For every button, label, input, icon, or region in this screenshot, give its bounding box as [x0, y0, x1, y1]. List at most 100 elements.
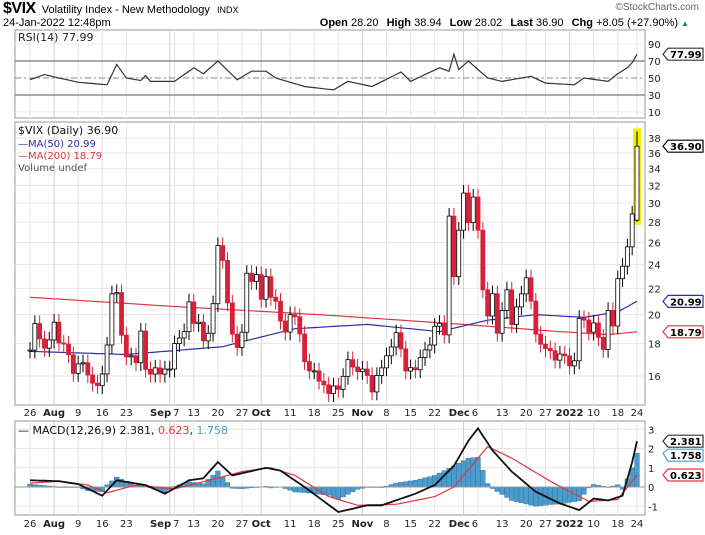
ma200-legend: —MA(200) 18.79	[18, 151, 102, 162]
candle-body	[205, 332, 211, 342]
macd-histogram-bar	[499, 486, 505, 495]
price-tick-label: 34	[648, 165, 661, 176]
macd-x-tick-label: Dec	[449, 519, 470, 530]
candle-body	[278, 300, 283, 322]
macd-x-tick-label: 2022	[556, 519, 584, 530]
price-x-tick-label: 26	[24, 408, 37, 419]
candle-body	[297, 316, 303, 335]
price-x-tick-label: 13	[496, 408, 509, 419]
price-x-tick-label: 25	[332, 408, 345, 419]
macd-histogram-bar	[451, 465, 457, 488]
price-legend: $VIX (Daily) 36.90	[18, 124, 118, 137]
price-x-tick-label: 2022	[556, 408, 584, 419]
candle-body	[586, 319, 592, 333]
price-x-tick-label: 13	[187, 408, 200, 419]
macd-histogram-bar	[485, 483, 491, 488]
exchange: INDX	[216, 5, 239, 15]
candle-body	[42, 338, 47, 349]
candle-body	[591, 322, 597, 333]
candle-body	[533, 300, 539, 335]
ma50-legend: —MA(50) 20.99	[18, 139, 96, 150]
candle-body	[90, 374, 96, 384]
price-tick-label: 22	[648, 284, 661, 295]
macd-legend-value: 2.381	[120, 424, 152, 437]
candle-body	[32, 323, 38, 351]
candle-body	[499, 310, 505, 334]
candle-body	[475, 196, 481, 231]
rsi-value-tag-box	[662, 47, 704, 61]
price-tick-label: 18	[648, 340, 661, 351]
rsi-panel-frame	[14, 29, 646, 119]
price-x-tick-label: 18	[611, 408, 624, 419]
rsi-value-tag-text: 77.99	[670, 50, 702, 61]
candle-body	[610, 310, 616, 327]
macd-histogram-bar	[422, 477, 428, 488]
price-tick-label: 38	[648, 134, 661, 145]
candle-body	[624, 246, 630, 267]
candle-body	[504, 289, 510, 311]
price-x-tick-label: 27	[236, 408, 249, 419]
candle-body	[80, 362, 86, 365]
price-x-tick-label: 11	[284, 408, 297, 419]
rsi-tick-label: 30	[648, 91, 661, 102]
macd-histogram-bar	[523, 486, 529, 505]
brand-watermark: ©StockCharts.com	[615, 2, 699, 13]
macd-x-tick-label: 18	[308, 519, 321, 530]
candle-body	[600, 337, 606, 350]
candle-body	[490, 293, 495, 317]
macd-x-tick-label: 27	[539, 519, 552, 530]
macd-histogram-bar	[210, 474, 216, 488]
macd-legend-signal: 0.623	[158, 424, 190, 437]
price-x-tick-label: 20	[212, 408, 225, 419]
candle-body	[326, 384, 332, 394]
candle-body	[523, 277, 529, 295]
candle-body	[239, 331, 245, 348]
macd-histogram-bar	[634, 452, 640, 488]
candle-body	[543, 343, 548, 349]
macd-legend-hist: 1.758	[197, 424, 229, 437]
price-tick-label: 36	[648, 149, 661, 160]
rsi-tick-label: 70	[648, 57, 661, 68]
price-x-tick-label: 9	[75, 408, 81, 419]
symbol: $VIX	[3, 0, 36, 17]
price-x-tick-label: 16	[96, 408, 109, 419]
candle-body	[321, 380, 327, 386]
macd-x-tick-label: 20	[212, 519, 225, 530]
candle-body	[172, 343, 177, 370]
candle-body	[95, 382, 100, 387]
price-tick-label: 20	[648, 311, 661, 322]
macd-histogram-bar	[224, 482, 231, 488]
candle-body	[292, 314, 298, 318]
price-x-tick-label: Aug	[43, 408, 65, 419]
macd-histogram-bar	[398, 482, 404, 488]
macd-histogram-bar	[547, 486, 553, 505]
candle-body	[470, 196, 476, 223]
ma50-value-tag: 20.99	[662, 294, 704, 308]
candle-body	[398, 332, 404, 350]
price-x-tick-label: Dec	[449, 408, 470, 419]
price-x-tick-label: 8	[383, 408, 389, 419]
signal-value-tag-text: 0.623	[670, 471, 702, 482]
last-price-tag: 36.90	[662, 139, 704, 153]
macd-histogram-bar	[581, 486, 587, 495]
candle-body	[331, 385, 336, 394]
candle-body	[456, 229, 462, 278]
candle-body	[311, 370, 317, 373]
candle-body	[393, 332, 399, 348]
price-x-tick-label: 27	[539, 408, 552, 419]
macd-signal-line	[29, 445, 638, 506]
open-label: Open	[319, 17, 348, 29]
price-x-tick-label: 15	[404, 408, 417, 419]
candle-body	[629, 213, 635, 248]
macd-legend-swatch: —	[18, 424, 33, 437]
candle-body	[46, 339, 52, 349]
macd-value-tag: 2.381	[662, 434, 704, 448]
price-x-tick-label: Oct	[252, 408, 271, 419]
macd-x-tick-label: 13	[496, 519, 509, 530]
candle-body	[596, 322, 601, 338]
macd-histogram-bar	[350, 486, 356, 493]
macd-tick-label: 3	[648, 425, 654, 436]
volume-legend: Volume undef	[18, 163, 88, 174]
macd-histogram-bar	[509, 486, 515, 501]
macd-histogram-bar	[566, 486, 573, 503]
